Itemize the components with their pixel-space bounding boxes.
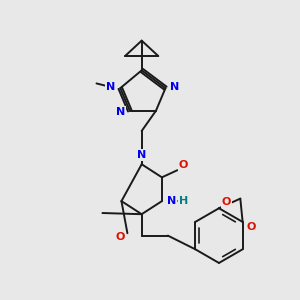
Text: O: O: [246, 222, 256, 232]
Text: O: O: [178, 160, 188, 170]
Text: O: O: [221, 197, 231, 207]
Text: N: N: [137, 150, 146, 160]
Text: N: N: [106, 82, 116, 92]
Text: N: N: [167, 196, 176, 206]
Text: O: O: [116, 232, 125, 242]
Text: N: N: [116, 107, 125, 117]
Text: N: N: [170, 82, 180, 92]
Text: H: H: [179, 196, 188, 206]
